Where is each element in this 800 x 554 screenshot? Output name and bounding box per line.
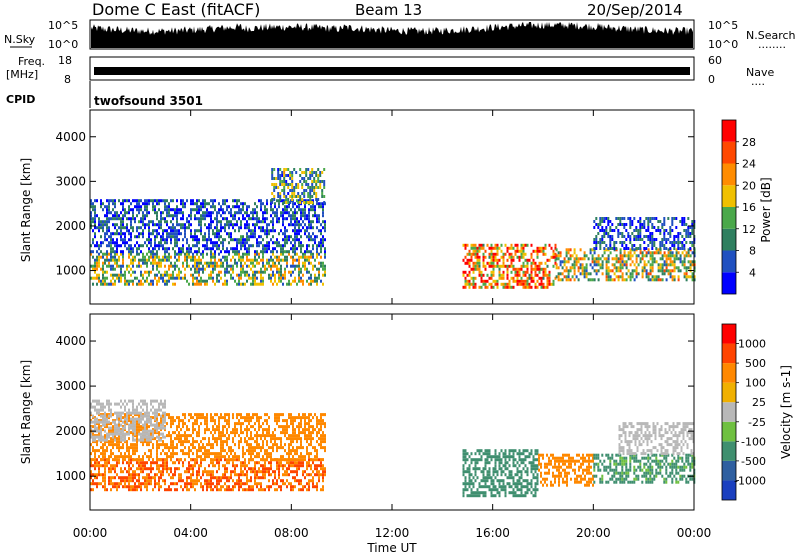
velocity-colorbar-tick-label: -500 (741, 455, 766, 468)
freq-label: Freq. (18, 55, 45, 68)
power-cluster (90, 199, 326, 254)
velocity-colorbar-segment (722, 480, 736, 500)
power-ylabel: Slant Range [km] (19, 158, 33, 262)
power-colorbar-segment (722, 207, 736, 229)
freq-trace (94, 67, 690, 75)
nave-dots: .... (751, 75, 765, 88)
nsearch-dots: ........ (758, 38, 786, 51)
power-colorbar-segment (722, 272, 736, 294)
velocity-colorbar-segment (722, 363, 736, 383)
x-axis-label: Time UT (366, 541, 417, 554)
velocity-ytick-label: 3000 (55, 379, 86, 393)
velocity-colorbar-segment (722, 402, 736, 422)
velocity-colorbar-frame (721, 323, 737, 501)
power-colorbar-segment (722, 163, 736, 186)
station-title: Dome C East (fitACF) (92, 0, 260, 19)
nave-ytick-top: 60 (708, 54, 722, 67)
power-colorbar-label: Power [dB] (759, 177, 773, 242)
velocity-colorbar-segment (722, 382, 736, 403)
velocity-colorbar-tick-label: -100 (741, 435, 766, 448)
nsky-trace (91, 22, 693, 48)
velocity-colorbar-tick-label: 1000 (738, 338, 766, 351)
nsky-label: N.Sky (4, 33, 36, 46)
velocity-colorbar-tick-label: 100 (745, 377, 766, 390)
velocity-ytick-label: 1000 (55, 469, 86, 483)
power-colorbar-segment (722, 120, 736, 142)
nsky-ytick-top: 10^5 (48, 19, 78, 32)
velocity-ytick-label: 2000 (55, 424, 86, 438)
power-ytick-label: 2000 (55, 219, 86, 233)
velocity-colorbar-tick-label: -1000 (734, 474, 766, 487)
power-data (90, 168, 696, 289)
x-tick-label: 16:00 (475, 526, 510, 540)
power-colorbar-tick-label: 20 (742, 179, 756, 192)
freq-unit: [MHz] (6, 68, 38, 81)
power-colorbar-tick-label: 16 (742, 201, 756, 214)
x-tick-label: 00:00 (73, 526, 108, 540)
velocity-cluster (90, 458, 326, 492)
power-colorbar-tick-label: 12 (742, 223, 756, 236)
nsearch-label: N.Search (746, 29, 796, 42)
velocity-colorbar-segment (722, 421, 736, 442)
velocity-data (90, 399, 696, 498)
velocity-ylabel: Slant Range [km] (19, 360, 33, 464)
x-tick-label: 08:00 (274, 526, 309, 540)
velocity-colorbar-tick-label: 500 (745, 357, 766, 370)
power-ytick-label: 4000 (55, 130, 86, 144)
power-cluster (462, 243, 557, 289)
power-colorbar-segment (722, 228, 736, 251)
power-cluster (271, 168, 326, 204)
velocity-panel: 1000 2000 3000 4000 Slant Range [km] 1000 50… (19, 313, 793, 511)
nsky-ytick-bottom: 10^0 (48, 38, 78, 51)
nsearch-ytick-top: 10^5 (708, 19, 738, 32)
power-colorbar-tick-label: 8 (749, 245, 756, 258)
velocity-ytick-label: 4000 (55, 334, 86, 348)
power-colorbar-segment (722, 141, 736, 164)
beam-title: Beam 13 (355, 1, 422, 19)
cpid-value: twofsound 3501 (94, 94, 203, 108)
velocity-colorbar-tick-label: 25 (752, 396, 766, 409)
velocity-cluster (538, 453, 594, 487)
velocity-colorbar-segment (722, 324, 736, 344)
power-colorbar-tick-label: 28 (742, 136, 756, 149)
velocity-colorbar-segment (722, 460, 736, 481)
velocity-colorbar-label: Velocity [m s-1] (779, 365, 793, 459)
velocity-colorbar-segment (722, 343, 736, 364)
velocity-cluster (618, 422, 695, 456)
power-cluster (90, 252, 326, 286)
nave-ytick-bottom: 0 (708, 73, 715, 86)
x-tick-label: 04:00 (173, 526, 208, 540)
power-ytick-label: 1000 (55, 264, 86, 278)
power-cluster (555, 248, 696, 282)
power-colorbar-tick-label: 24 (742, 158, 756, 171)
x-tick-label: 12:00 (375, 526, 410, 540)
velocity-colorbar-segment (722, 441, 736, 461)
power-colorbar-tick-label: 4 (749, 266, 756, 279)
nsky-panel: N.Sky 10^5 10^0 N.Search ........ 10^5 1… (4, 19, 796, 51)
x-tick-label: 20:00 (576, 526, 611, 540)
velocity-cluster (593, 453, 696, 484)
cpid-label: CPID (6, 93, 35, 106)
date-title: 20/Sep/2014 (587, 1, 683, 19)
power-ytick-label: 3000 (55, 174, 86, 188)
nsearch-ytick-bottom: 10^0 (708, 38, 738, 51)
freq-ytick-bottom: 8 (64, 73, 71, 86)
x-tick-label: 00:00 (677, 526, 712, 540)
power-colorbar-segment (722, 185, 736, 207)
power-panel: 1000 2000 3000 4000 Slant Range [km] 4 8 12 16… (19, 109, 773, 305)
power-cluster (593, 217, 696, 250)
power-colorbar-segment (722, 250, 736, 273)
freq-ytick-top: 18 (58, 54, 72, 67)
freq-panel: Freq. [MHz] 18 8 60 0 Nave .... (6, 54, 774, 88)
velocity-colorbar-tick-label: -25 (748, 416, 766, 429)
velocity-cluster (90, 399, 166, 442)
cpid-row: CPID twofsound 3501 (6, 81, 203, 108)
nave-label: Nave (746, 66, 774, 79)
velocity-cluster (462, 449, 539, 498)
